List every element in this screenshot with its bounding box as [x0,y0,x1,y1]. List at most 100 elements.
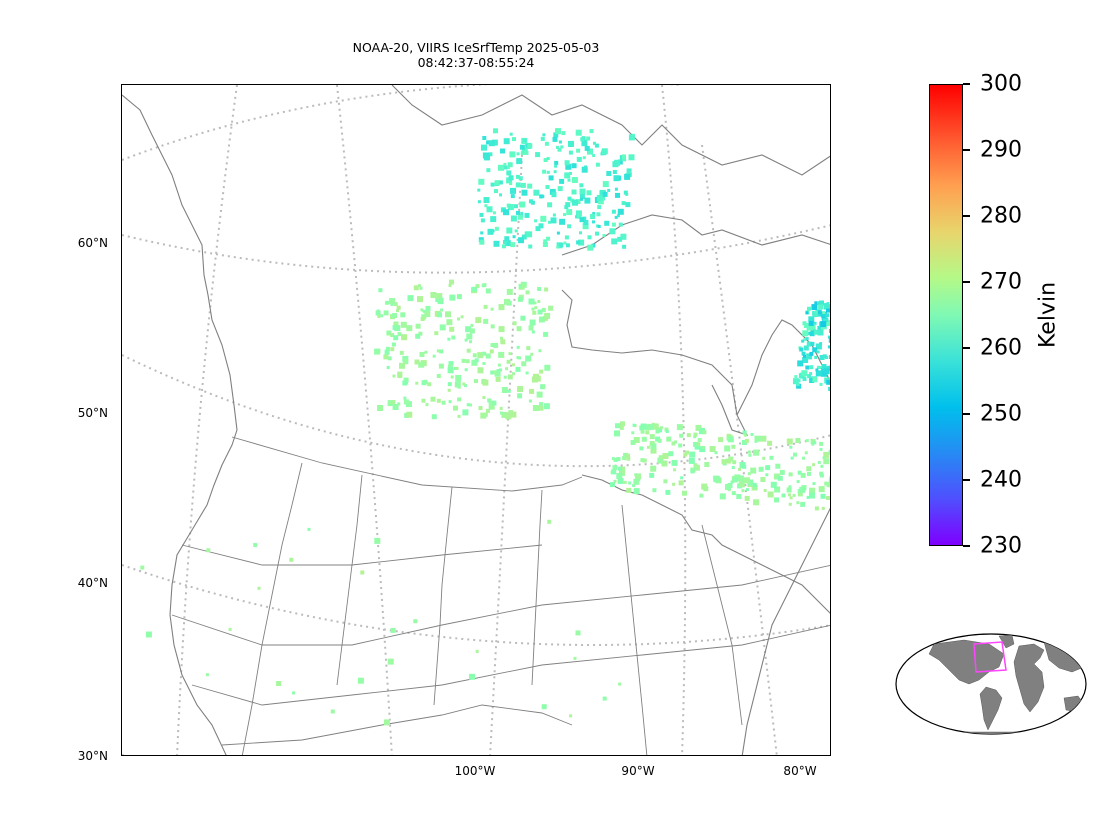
pixel-ontario-quebec-south [657,457,664,464]
pixel-hudson-bay-west-coast [571,177,578,183]
lon-label-90w: 90°W [621,764,655,778]
pixel-ontario-quebec-south [819,441,824,446]
map-panel[interactable] [121,84,831,756]
pixel-central-canada-south-band [493,342,499,348]
pixel-hudson-bay-west-coast [507,204,514,211]
pixel-central-canada-south-band [447,337,451,341]
pixel-central-canada-south-band [466,333,473,340]
coastlines [122,85,830,755]
pixel-ontario-quebec-south [802,456,805,460]
pixel-ontario-quebec-south [616,457,621,461]
pixel-ontario-quebec-south [718,437,724,443]
pixel-central-canada-south-band [394,325,401,332]
pixel-us-scattered [206,548,211,553]
colorbar-label-260: 260 [980,335,1022,361]
pixel-james-bay [803,345,809,351]
pixel-ontario-quebec-south [810,439,816,445]
pixel-us-scattered [253,543,258,547]
pixel-hudson-bay-west-coast [602,234,606,237]
antarctica-shape [896,731,1086,734]
pixel-james-bay [801,339,805,343]
pixel-ontario-quebec-south [666,436,672,442]
pixel-ontario-quebec-south [663,479,668,484]
pixel-james-bay [823,368,830,375]
pixel-central-canada-south-band [515,366,521,372]
pixel-ontario-quebec-south [809,489,813,493]
pixel-central-canada-south-band [450,375,454,379]
pixel-ontario-quebec-south [787,493,791,497]
pixel-hudson-bay-west-coast [493,128,498,134]
pixel-hudson-bay-west-coast [584,145,590,151]
pixel-us-scattered [387,658,394,665]
pixel-central-canada-south-band [400,321,407,328]
pixel-james-bay [814,301,818,305]
pixel-central-canada-south-band [454,367,457,370]
pixel-hudson-bay-west-coast [546,236,551,241]
pixel-central-canada-south-band [525,371,529,375]
pixel-james-bay [804,323,809,328]
pixel-james-bay [830,374,831,380]
pixel-james-bay [828,386,830,391]
pixel-hudson-bay-west-coast [482,136,487,140]
pixel-james-bay [828,365,830,371]
pixel-ontario-quebec-south [731,466,735,469]
pixel-central-canada-south-band [542,385,546,389]
pixel-hudson-bay-west-coast [509,132,513,136]
pixel-ontario-quebec-south [788,502,792,506]
pixel-hudson-bay-west-coast [484,154,490,161]
pixel-hudson-bay-west-coast [594,143,599,148]
pixel-central-canada-south-band [504,298,510,305]
pixel-hudson-bay-west-coast [493,240,500,247]
pixel-james-bay [816,350,820,354]
pixel-ontario-quebec-south [767,491,774,498]
pixel-ontario-quebec-south [721,459,727,465]
pixel-ontario-quebec-south [619,466,626,473]
pixel-hudson-bay-west-coast [544,141,549,146]
pixel-hudson-bay-west-coast [586,190,592,196]
pixel-hudson-bay-west-coast [503,138,510,145]
pixel-hudson-bay-west-coast [609,228,616,235]
pixel-ontario-quebec-south [668,451,674,457]
pixel-hudson-bay-west-coast [516,152,520,156]
pixel-central-canada-south-band [466,348,471,353]
pixel-ontario-quebec-south [671,459,678,466]
pixel-ontario-quebec-south [626,456,631,461]
pixel-hudson-bay-west-coast [623,190,628,195]
pixel-central-canada-south-band [425,403,429,407]
pixel-james-bay [801,351,806,356]
pixel-central-canada-south-band [418,331,423,336]
hudson-bay-coast [561,289,749,436]
pixel-ontario-quebec-south [777,475,783,481]
pixel-central-canada-south-band [377,405,384,411]
pixel-hudson-bay-west-coast [579,217,585,223]
pixel-central-canada-south-band [421,314,427,320]
pixel-ontario-quebec-south [640,429,645,434]
pixel-james-bay [807,324,814,331]
pixel-james-bay [815,370,822,377]
pixel-central-canada-south-band [424,350,428,354]
pixel-central-canada-south-band [498,326,505,333]
us-canada-border [231,436,583,492]
pixel-central-canada-south-band [496,369,500,372]
pixel-james-bay [819,382,823,386]
pixel-central-canada-south-band [525,290,530,295]
pixel-ontario-quebec-south [725,484,731,490]
pixel-us-scattered [547,519,552,524]
pixel-central-canada-south-band [516,356,520,360]
pixel-james-bay [799,347,804,352]
pixel-hudson-bay-west-coast [527,183,533,189]
pixel-james-bay [809,378,815,383]
pixel-hudson-bay-west-coast [510,187,516,194]
pixel-central-canada-south-band [537,300,541,303]
pixel-central-canada-south-band [499,368,502,372]
pixel-central-canada-south-band [448,361,454,367]
pixel-james-bay [805,337,809,341]
pixel-ontario-quebec-south [702,430,707,435]
pixel-central-canada-south-band [436,293,443,300]
pixel-central-canada-south-band [507,389,511,393]
pixel-ontario-quebec-south [701,445,705,449]
pixel-central-canada-south-band [462,409,469,416]
pixel-ontario-quebec-south [788,472,793,477]
pixel-hudson-bay-west-coast [500,148,505,154]
pixel-ontario-quebec-south [724,445,731,452]
